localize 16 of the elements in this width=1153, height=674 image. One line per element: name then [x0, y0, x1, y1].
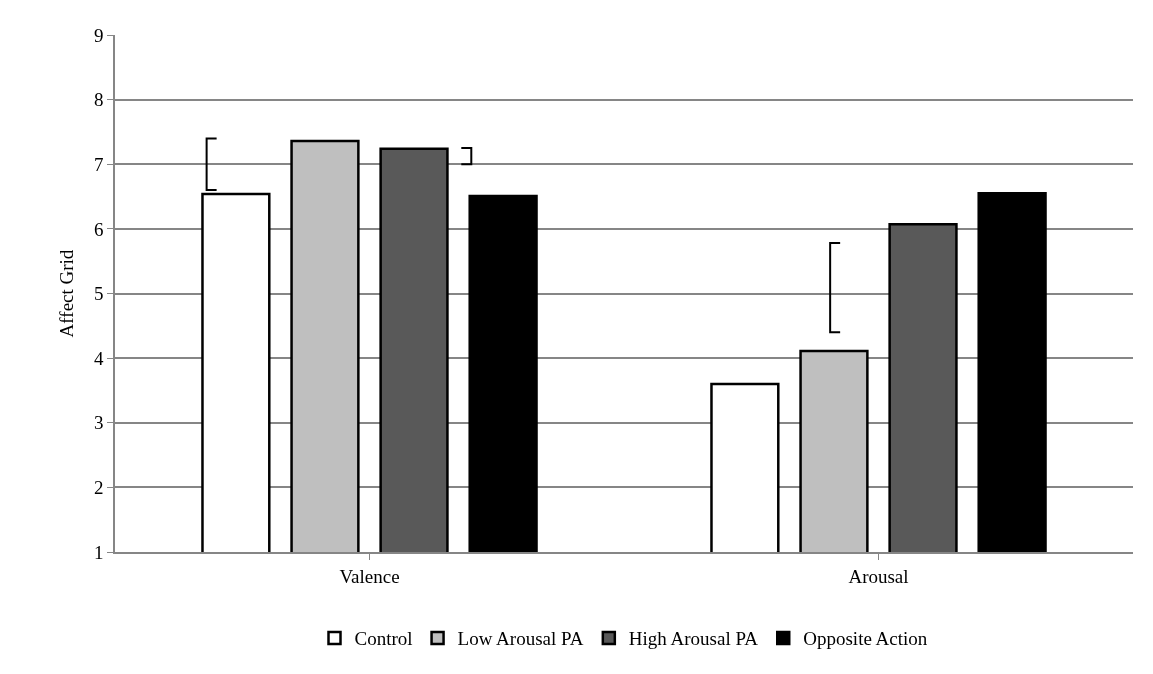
- y-tick-label: 7: [93, 153, 104, 175]
- legend-label: Control: [354, 628, 413, 650]
- y-tick-label: 4: [93, 347, 104, 369]
- x-tick-label: Valence: [339, 565, 400, 587]
- y-tick-label: 9: [93, 24, 104, 46]
- y-tick-label: 5: [93, 283, 104, 305]
- y-tick-label: 3: [93, 412, 104, 434]
- legend-label: Low Arousal PA: [457, 628, 584, 650]
- y-axis-title: Affect Grid: [56, 249, 78, 338]
- y-tick-label: 6: [93, 218, 104, 240]
- legend-label: High Arousal PA: [628, 628, 759, 650]
- legend-label: Opposite Action: [803, 628, 928, 650]
- x-tick-label: Arousal: [848, 565, 909, 587]
- y-tick-label: 8: [93, 89, 104, 111]
- y-tick-label: 1: [93, 541, 104, 563]
- y-tick-label: 2: [93, 477, 104, 499]
